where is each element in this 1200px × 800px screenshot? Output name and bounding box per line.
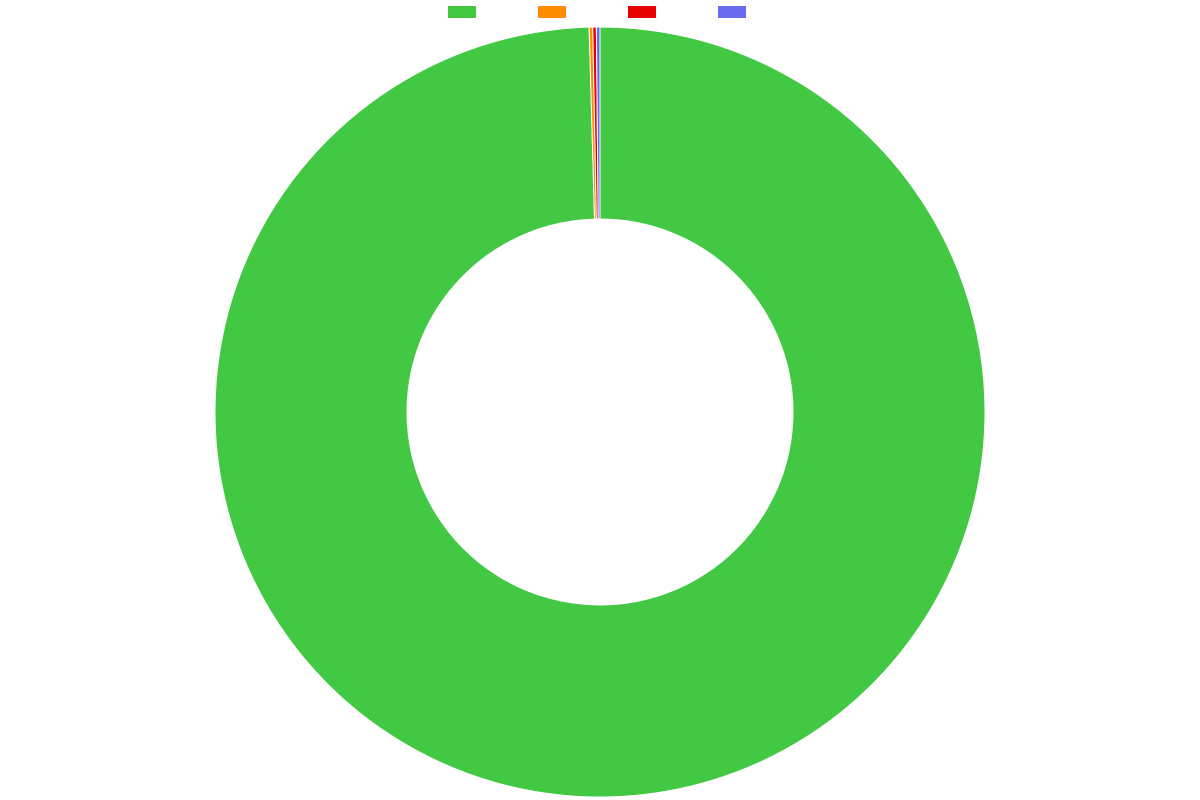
legend-item — [538, 6, 572, 18]
legend-item — [718, 6, 752, 18]
donut-chart — [0, 24, 1200, 800]
legend-item — [448, 6, 482, 18]
legend-item — [628, 6, 662, 18]
legend-swatch — [538, 6, 566, 18]
legend-swatch — [628, 6, 656, 18]
legend-swatch — [718, 6, 746, 18]
legend — [0, 6, 1200, 18]
donut-chart-wrap — [0, 24, 1200, 800]
chart-stage — [0, 0, 1200, 800]
legend-swatch — [448, 6, 476, 18]
